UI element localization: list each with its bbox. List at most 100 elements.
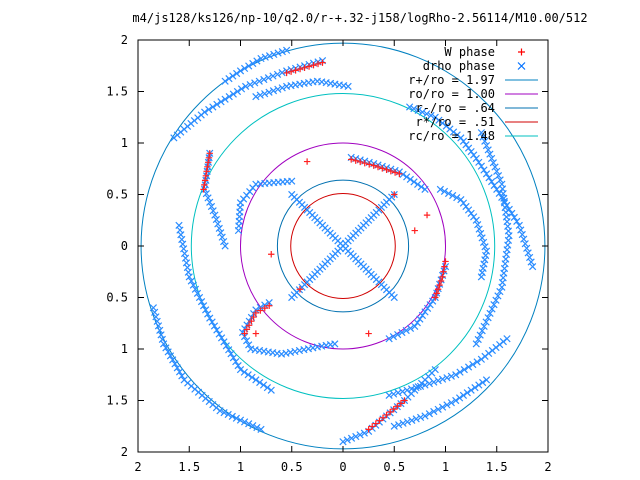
drho-phase-point [407,385,416,393]
drho-phase-point [472,216,480,224]
drho-phase-point [261,53,269,61]
w-phase-point [432,294,439,301]
drho-phase-point [496,287,504,296]
drho-phase-point [478,234,486,242]
drho-phase-point [261,90,269,98]
drho-phase-point [160,340,168,348]
drho-phase-point [221,242,229,250]
drho-phase-point [484,146,492,154]
drho-phase-point [416,413,425,422]
y-tick-label: 1 [121,136,128,150]
w-phase-point [352,157,359,164]
drho-phase-point [390,422,398,430]
w-phase-point [203,168,210,175]
drho-phase-point [273,70,282,78]
drho-phase-point [438,403,447,411]
drho-phase-point [508,209,516,218]
drho-phase-point [456,368,464,376]
drho-phase-point [513,217,521,226]
w-phase-point [396,170,403,178]
drho-phase-point [413,319,421,327]
drho-phase-point [496,176,504,184]
x-tick-label: 1 [237,460,244,474]
x-tick-label: 0.5 [281,460,303,474]
drho-phase-point [220,338,228,346]
drho-phase-point [494,292,502,300]
drho-phase-point [389,333,398,341]
w-phase-point [379,165,386,172]
y-tick-label: 2 [121,33,128,47]
drho-phase-point [406,175,414,183]
drho-phase-point [193,289,202,298]
drho-phase-point [440,187,449,196]
drho-phase-point [490,181,498,190]
drho-phase-point [476,331,484,339]
drho-phase-point [234,362,242,370]
drho-phase-point [462,202,470,211]
w-phase-point [310,62,317,69]
drho-phase-point [229,72,237,80]
w-phase-point [357,158,364,166]
drho-phase-point [421,308,429,316]
drho-phase-point [467,209,475,218]
legend-label: r-/ro = .64 [416,101,495,115]
drho-phase-point [524,249,532,257]
y-tick-label: 1 [121,342,128,356]
drho-phase-point [430,378,438,386]
drho-phase-point [243,337,251,345]
drho-phase-point [240,368,248,376]
drho-phase-point [204,310,212,318]
drho-phase-point [385,391,393,399]
drho-phase-point [218,233,226,241]
drho-phase-point [229,90,237,98]
drho-phase-point [178,372,186,380]
drho-phase-point [208,318,216,326]
w-phase-point [301,64,308,72]
drho-phase-point [477,229,485,238]
drho-phase-point [403,173,411,181]
drho-phase-point [232,358,240,366]
drho-phase-point [152,313,160,321]
drho-phase-point [291,347,299,356]
drho-phase-point [464,206,473,214]
drho-phase-point [527,258,535,266]
drho-phase-point [417,183,425,191]
drho-phase-point [225,93,233,101]
drho-phase-point [215,224,223,232]
drho-phase-point [412,415,420,423]
w-phase-point [250,313,257,321]
legend-marker-sample [517,62,526,70]
w-phase-point [391,191,398,198]
drho-phase-point [480,322,488,331]
drho-phase-point [260,75,268,84]
drho-phase-point [257,425,265,433]
circle-ro-ro [240,142,446,350]
drho-phase-point [286,348,295,356]
drho-phase-point [426,301,434,309]
w-phase-point [440,268,447,275]
drho-phase-point [411,322,419,330]
legend-label: W phase [444,45,495,59]
w-phase-point [296,65,304,73]
y-tick-label: 0.5 [106,188,128,202]
w-phase-point [439,273,446,281]
drho-phase-point [222,342,230,350]
drho-phase-point [236,416,245,424]
drho-phase-point [423,110,431,118]
drho-phase-point [485,174,493,182]
drho-phase-point [459,137,468,145]
drho-phase-point [462,141,470,149]
drho-phase-point [477,162,485,170]
drho-phase-point [209,207,217,215]
drho-phase-point [269,72,277,80]
w-phase-point [365,426,372,433]
w-phase-point [252,330,260,337]
drho-phase-point [467,147,475,156]
drho-phase-point [240,418,249,426]
w-phase-point [366,161,373,168]
circle-rc-ro [190,93,496,399]
drho-phase-point [402,326,410,335]
drho-phase-point [236,67,245,75]
w-phase-point [383,411,390,419]
drho-phase-point [518,230,526,239]
